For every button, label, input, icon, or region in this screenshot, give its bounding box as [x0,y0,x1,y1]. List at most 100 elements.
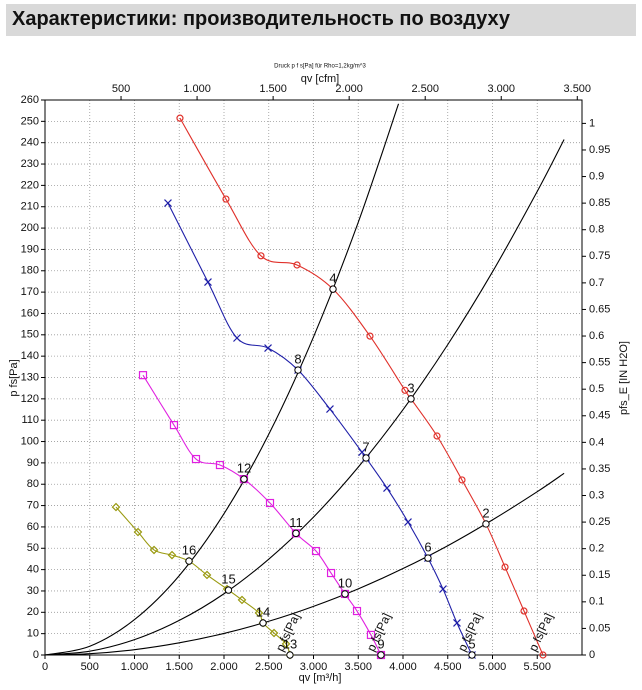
operating-point-label: 9 [377,636,384,651]
marker [401,386,409,394]
operating-point-label: 14 [256,604,270,619]
operating-point [185,557,193,565]
operating-point [240,475,248,483]
marker [164,199,172,208]
y-tick-label: 70 [27,499,39,511]
x-tick-label: 3.000 [300,661,328,673]
y-tick-label: 90 [27,457,39,469]
marker [133,527,143,537]
marker [264,344,272,352]
operating-point [468,651,476,659]
marker [222,195,230,203]
x2-tick-label: 3.500 [564,83,592,95]
y-tick-label: 40 [27,564,39,576]
x2-tick-label: 1.000 [183,83,211,95]
y-tick-label: 200 [21,222,39,234]
marker [281,639,291,649]
operating-point [341,590,349,598]
marker [326,405,334,414]
y2-tick-label: 0.15 [589,569,610,581]
y2-axis-title: pfs_E [IN H2O] [618,341,630,415]
y2-tick-label: 0.55 [589,357,610,369]
marker [352,606,362,616]
fan-curve [115,506,291,656]
operating-point-label: 10 [338,575,352,590]
x-tick-label: 500 [81,661,99,673]
y-tick-label: 30 [27,585,39,597]
marker [433,432,441,440]
x-tick-label: 0 [42,661,48,673]
operating-point-label: 15 [221,572,235,587]
operating-point-label: 12 [237,461,251,476]
operating-point [259,619,267,627]
y-tick-label: 10 [27,628,39,640]
y2-tick-label: 0.7 [589,277,604,289]
y2-tick-label: 0.85 [589,197,610,209]
operating-point [407,395,415,403]
operating-point-label: 3 [407,380,414,395]
marker [326,568,336,578]
series-label: p fs[Pa] [526,611,556,654]
note: Druck p f s[Pa] für Rho=1,2kg/m^3 [274,64,366,70]
y-tick-label: 260 [21,94,39,106]
y2-tick-label: 0.25 [589,516,610,528]
y-tick-label: 120 [21,393,39,405]
operating-point-label: 4 [329,271,336,286]
fan-curve [179,117,544,656]
y-tick-label: 210 [21,201,39,213]
operating-point [294,366,302,374]
y-tick-label: 190 [21,243,39,255]
marker [111,502,121,512]
operating-point [424,554,432,562]
x-tick-label: 5.500 [523,661,551,673]
y2-tick-label: 0 [589,649,595,661]
y2-tick-label: 0.95 [589,144,610,156]
y2-tick-label: 0.05 [589,622,610,634]
x-tick-label: 4.000 [389,661,417,673]
y-tick-label: 160 [21,307,39,319]
y-axis-title: p fs[Pa] [8,359,20,396]
marker [404,518,412,526]
marker [439,585,447,593]
y2-tick-label: 1 [589,117,595,129]
y-tick-label: 80 [27,478,39,490]
x2-tick-label: 1.500 [259,83,287,95]
x2-axis-title: qv [cfm] [301,73,340,85]
y-tick-label: 0 [33,649,39,661]
marker [293,261,301,269]
marker [254,608,264,618]
y-tick-label: 110 [21,414,39,426]
operating-point-label: 13 [283,636,297,651]
title-banner [6,4,636,36]
marker [204,278,212,287]
operating-point-label: 11 [289,515,303,530]
operating-point [362,454,370,462]
y-tick-label: 50 [27,542,39,554]
y2-tick-label: 0.75 [589,250,610,262]
y-tick-label: 100 [21,435,39,447]
system-curve [44,472,565,656]
marker [366,630,376,640]
marker [383,484,391,492]
y-tick-label: 150 [21,329,39,341]
marker [169,421,179,430]
x2-tick-label: 2.500 [411,83,439,95]
y-tick-label: 20 [27,606,39,618]
y2-tick-label: 0.45 [589,410,610,422]
marker [257,252,265,260]
y-tick-label: 250 [21,115,39,127]
x-tick-label: 1.500 [165,661,193,673]
operating-point [482,520,490,528]
x-tick-label: 1.000 [121,661,149,673]
operating-point [329,285,337,293]
y-tick-label: 170 [21,286,39,298]
y2-tick-label: 0.35 [589,463,610,475]
x-axis-title: qv [m³/h] [299,672,342,684]
y2-tick-label: 0.9 [589,170,604,182]
x2-tick-label: 500 [112,83,130,95]
y-tick-label: 220 [21,179,39,191]
x-tick-label: 5.000 [479,661,507,673]
operating-point [292,529,300,538]
